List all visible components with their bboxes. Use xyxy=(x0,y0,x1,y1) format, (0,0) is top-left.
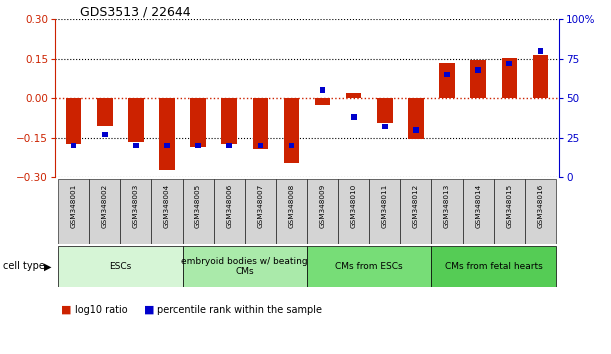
Text: GSM348009: GSM348009 xyxy=(320,184,326,228)
Bar xyxy=(470,60,486,98)
Text: GSM348005: GSM348005 xyxy=(195,184,201,228)
Bar xyxy=(351,114,356,120)
Bar xyxy=(475,67,481,73)
Text: GSM348001: GSM348001 xyxy=(71,184,76,228)
Text: GSM348006: GSM348006 xyxy=(226,184,232,228)
Text: GSM348008: GSM348008 xyxy=(288,184,295,228)
Bar xyxy=(533,55,548,98)
Text: GSM348003: GSM348003 xyxy=(133,184,139,228)
Text: GSM348013: GSM348013 xyxy=(444,184,450,228)
Bar xyxy=(288,143,295,148)
Bar xyxy=(431,246,556,287)
Text: GSM348014: GSM348014 xyxy=(475,184,481,228)
Bar xyxy=(525,179,556,244)
Text: ▶: ▶ xyxy=(44,261,51,272)
Bar xyxy=(159,98,175,170)
Bar xyxy=(382,124,387,130)
Bar xyxy=(252,98,268,149)
Text: GDS3513 / 22644: GDS3513 / 22644 xyxy=(80,5,191,18)
Bar xyxy=(164,143,170,148)
Bar xyxy=(463,179,494,244)
Bar xyxy=(133,143,139,148)
Text: GSM348007: GSM348007 xyxy=(257,184,263,228)
Bar xyxy=(538,48,543,54)
Bar xyxy=(152,179,183,244)
Bar xyxy=(102,132,108,137)
Text: GSM348015: GSM348015 xyxy=(507,184,512,228)
Bar xyxy=(408,98,423,139)
Bar xyxy=(276,179,307,244)
Bar xyxy=(346,93,362,98)
Text: GSM348010: GSM348010 xyxy=(351,184,357,228)
Bar xyxy=(307,179,338,244)
Text: ■: ■ xyxy=(61,305,71,315)
Bar xyxy=(183,246,307,287)
Text: ESCs: ESCs xyxy=(109,262,131,271)
Bar xyxy=(66,98,81,144)
Text: cell type: cell type xyxy=(3,261,45,272)
Text: log10 ratio: log10 ratio xyxy=(75,305,127,315)
Bar xyxy=(338,179,369,244)
Bar xyxy=(71,143,76,148)
Bar xyxy=(191,98,206,147)
Bar xyxy=(128,98,144,142)
Bar xyxy=(502,58,517,98)
Bar xyxy=(315,98,331,105)
Text: CMs from ESCs: CMs from ESCs xyxy=(335,262,403,271)
Text: GSM348011: GSM348011 xyxy=(382,184,388,228)
Bar xyxy=(413,127,419,133)
Text: GSM348012: GSM348012 xyxy=(413,184,419,228)
Text: embryoid bodies w/ beating
CMs: embryoid bodies w/ beating CMs xyxy=(181,257,308,276)
Text: GSM348004: GSM348004 xyxy=(164,184,170,228)
Text: percentile rank within the sample: percentile rank within the sample xyxy=(157,305,322,315)
Bar xyxy=(196,143,201,148)
Text: GSM348002: GSM348002 xyxy=(102,184,108,228)
Bar xyxy=(58,246,183,287)
Bar xyxy=(97,98,112,126)
Bar xyxy=(183,179,214,244)
Bar xyxy=(320,87,326,93)
Bar xyxy=(58,179,89,244)
Bar xyxy=(377,98,393,123)
Bar xyxy=(120,179,152,244)
Bar xyxy=(221,98,237,144)
Text: ■: ■ xyxy=(144,305,154,315)
Bar xyxy=(369,179,400,244)
Text: GSM348016: GSM348016 xyxy=(538,184,543,228)
Bar xyxy=(307,246,431,287)
Bar xyxy=(439,63,455,98)
Bar xyxy=(431,179,463,244)
Bar xyxy=(400,179,431,244)
Bar xyxy=(284,98,299,162)
Bar xyxy=(444,72,450,78)
Text: CMs from fetal hearts: CMs from fetal hearts xyxy=(445,262,543,271)
Bar xyxy=(507,61,512,67)
Bar xyxy=(89,179,120,244)
Bar xyxy=(258,143,263,148)
Bar xyxy=(227,143,232,148)
Bar xyxy=(214,179,245,244)
Bar xyxy=(245,179,276,244)
Bar xyxy=(494,179,525,244)
